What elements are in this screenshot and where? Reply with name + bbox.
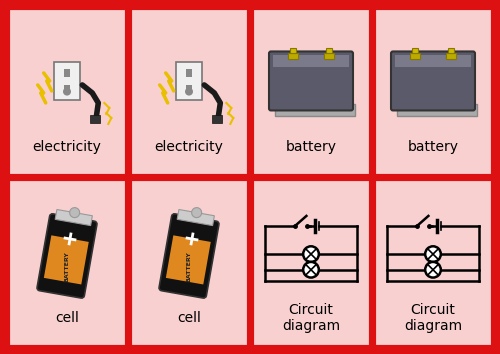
Bar [55,210,92,225]
Text: electricity: electricity [32,140,102,154]
Bar [374,178,492,347]
Circle shape [185,87,193,96]
Text: BATTERY: BATTERY [64,251,70,281]
Text: battery: battery [286,140,337,154]
Bar [130,7,248,176]
FancyBboxPatch shape [37,214,97,298]
Bar [186,85,192,92]
Bar [410,53,420,59]
Bar [8,178,126,347]
Bar [54,62,80,100]
Text: Circuit
diagram: Circuit diagram [404,303,462,333]
Text: cell: cell [177,311,201,325]
Text: BATTERY: BATTERY [186,251,192,281]
Bar [324,53,334,59]
Bar [176,62,203,100]
Circle shape [192,207,202,218]
Bar [90,115,101,123]
Text: Circuit
diagram: Circuit diagram [282,303,340,333]
FancyBboxPatch shape [391,51,475,110]
Bar [446,53,456,59]
Bar [252,7,370,176]
Circle shape [425,246,441,262]
Bar [44,235,89,285]
Bar [212,115,222,123]
Circle shape [425,262,441,278]
Bar [252,178,370,347]
Circle shape [303,246,319,262]
FancyBboxPatch shape [159,214,219,298]
Bar [326,48,332,53]
Bar [130,178,248,347]
Bar [374,7,492,176]
FancyBboxPatch shape [397,104,477,116]
Bar [290,48,296,53]
FancyBboxPatch shape [275,104,355,116]
Text: battery: battery [408,140,459,154]
FancyBboxPatch shape [269,51,353,110]
Bar [177,210,214,225]
Bar [166,235,211,285]
Bar [64,85,70,92]
Bar [186,69,192,78]
Bar [8,7,126,176]
Circle shape [303,262,319,278]
Text: electricity: electricity [154,140,224,154]
Bar [288,53,298,59]
Bar [448,48,454,53]
Circle shape [70,207,80,218]
Bar [273,56,349,68]
Circle shape [63,87,71,96]
Bar [412,48,418,53]
Bar [64,69,70,78]
Text: cell: cell [55,311,79,325]
Bar [395,56,471,68]
